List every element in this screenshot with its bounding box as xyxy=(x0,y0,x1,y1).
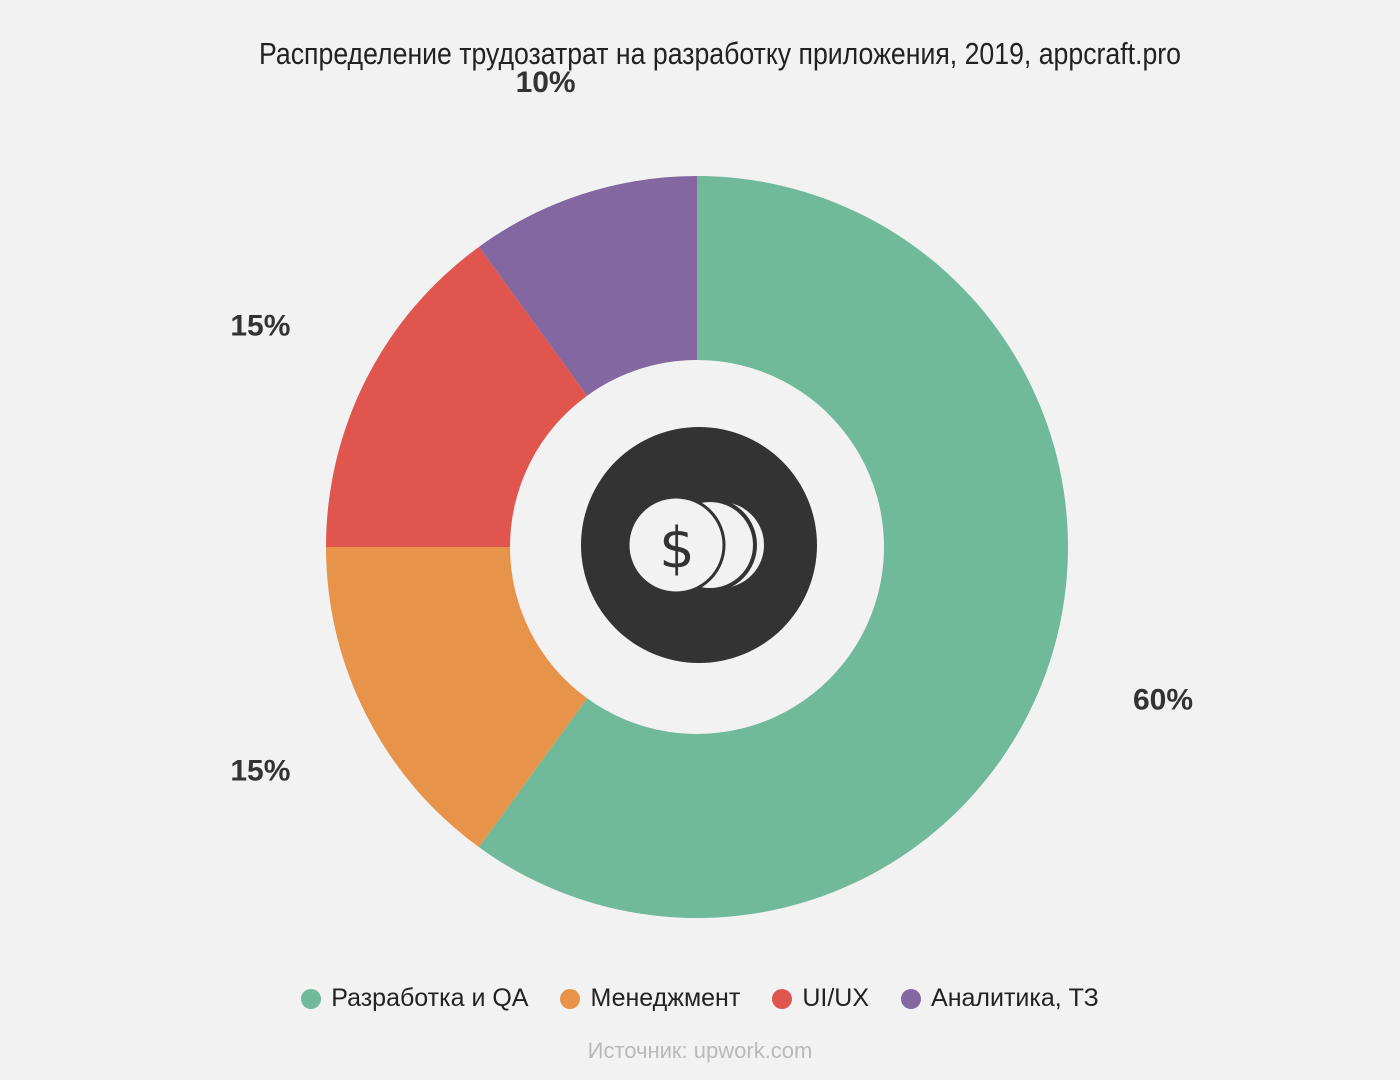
source-note: Источник: upwork.com xyxy=(587,1038,813,1063)
legend-swatch-uiux xyxy=(772,988,793,1009)
slice-labels: 60% 15% 15% 10% xyxy=(230,66,1193,788)
legend-item-uiux: UI/UX xyxy=(772,984,869,1013)
slice-label-analytics: 10% xyxy=(516,66,576,99)
slice-label-uiux: 15% xyxy=(230,310,290,343)
legend-swatch-management xyxy=(560,988,581,1009)
slice-label-management: 15% xyxy=(230,755,290,788)
legend-label-development: Разработка и QA xyxy=(331,984,529,1012)
donut-chart: 60% 15% 15% 10% $ xyxy=(230,66,1193,919)
legend-item-management: Менеджмент xyxy=(560,984,740,1013)
dollar-coins-icon: $ xyxy=(581,427,817,663)
slice-management xyxy=(326,547,588,848)
slice-analytics xyxy=(478,176,697,396)
chart-title: Распределение трудозатрат на разработку … xyxy=(258,36,1181,71)
legend-swatch-development xyxy=(301,988,322,1009)
legend-label-uiux: UI/UX xyxy=(802,984,870,1012)
svg-text:$: $ xyxy=(659,516,695,581)
donut-slices xyxy=(326,176,1069,919)
legend-item-analytics: Аналитика, ТЗ xyxy=(901,984,1099,1013)
legend-item-development: Разработка и QA xyxy=(301,984,528,1013)
chart-legend: Разработка и QA Менеджмент UI/UX Аналити… xyxy=(0,984,1400,1013)
slice-label-development: 60% xyxy=(1133,683,1193,716)
slice-uiux xyxy=(326,246,588,548)
legend-label-analytics: Аналитика, ТЗ xyxy=(931,984,1099,1012)
slice-development xyxy=(478,176,1069,919)
legend-swatch-analytics xyxy=(901,988,922,1009)
legend-label-management: Менеджмент xyxy=(590,984,741,1012)
